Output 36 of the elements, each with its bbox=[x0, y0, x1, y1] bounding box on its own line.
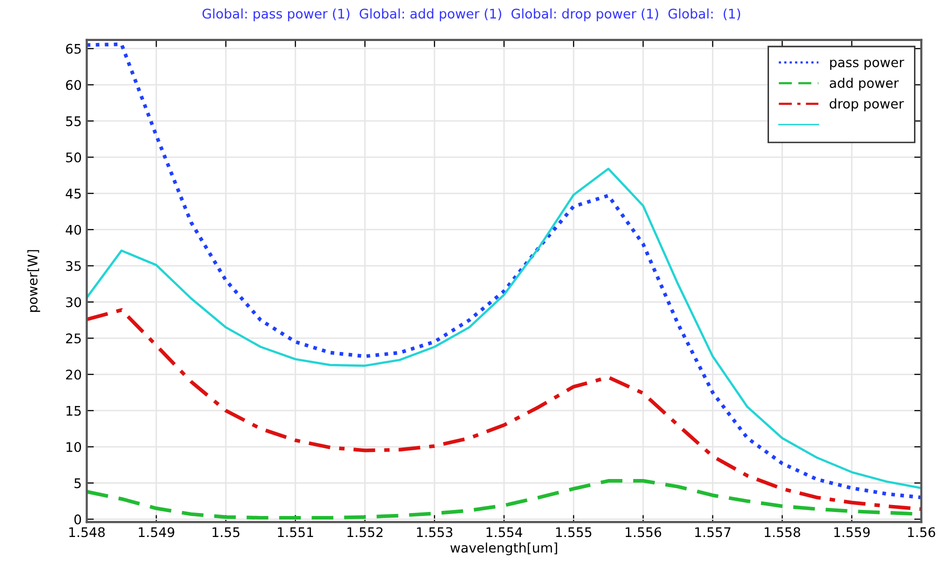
y-tick-label: 65 bbox=[66, 44, 81, 54]
legend-label: add power bbox=[830, 78, 899, 91]
y-tick-label: 15 bbox=[66, 406, 81, 416]
x-tick-label: 1.56 bbox=[908, 527, 936, 538]
x-tick-label: 1.558 bbox=[764, 527, 800, 538]
y-tick-label: 35 bbox=[66, 261, 81, 271]
y-tick-label: 5 bbox=[74, 478, 81, 488]
chart-title: Global: pass power (1) Global: add power (1) Global: drop power (1) Global: (1) bbox=[202, 8, 740, 22]
x-tick-label: 1.556 bbox=[626, 527, 662, 538]
x-axis-title: wavelength[um] bbox=[450, 542, 558, 556]
y-tick-label: 20 bbox=[66, 370, 82, 380]
y-tick-label: 0 bbox=[74, 514, 82, 524]
x-tick-label: 1.554 bbox=[486, 527, 522, 538]
y-axis-title: power[W] bbox=[27, 250, 40, 312]
y-tick-label: 55 bbox=[66, 116, 81, 126]
y-tick-label: 45 bbox=[66, 188, 81, 199]
y-tick-label: 25 bbox=[66, 333, 81, 344]
x-tick-label: 1.557 bbox=[695, 527, 730, 538]
x-tick-label: 1.555 bbox=[556, 527, 592, 538]
y-tick-label: 30 bbox=[66, 297, 82, 308]
x-tick-label: 1.549 bbox=[138, 527, 174, 538]
x-tick-label: 1.552 bbox=[348, 527, 383, 538]
line-series bbox=[86, 308, 922, 511]
x-tick-label: 1.548 bbox=[69, 527, 105, 538]
y-tick-label: 50 bbox=[66, 152, 82, 162]
y-tick-label: 60 bbox=[66, 80, 82, 90]
legend-label: pass power bbox=[830, 60, 904, 70]
x-tick-label: 1.55 bbox=[212, 527, 240, 538]
legend-label: drop power bbox=[830, 98, 904, 112]
x-tick-label: 1.551 bbox=[278, 527, 314, 538]
line-series bbox=[86, 168, 922, 490]
x-tick-label: 1.553 bbox=[417, 527, 452, 538]
x-tick-label: 1.559 bbox=[834, 527, 870, 538]
line-series bbox=[86, 42, 922, 500]
y-tick-label: 10 bbox=[66, 442, 82, 452]
y-tick-label: 40 bbox=[66, 224, 82, 235]
